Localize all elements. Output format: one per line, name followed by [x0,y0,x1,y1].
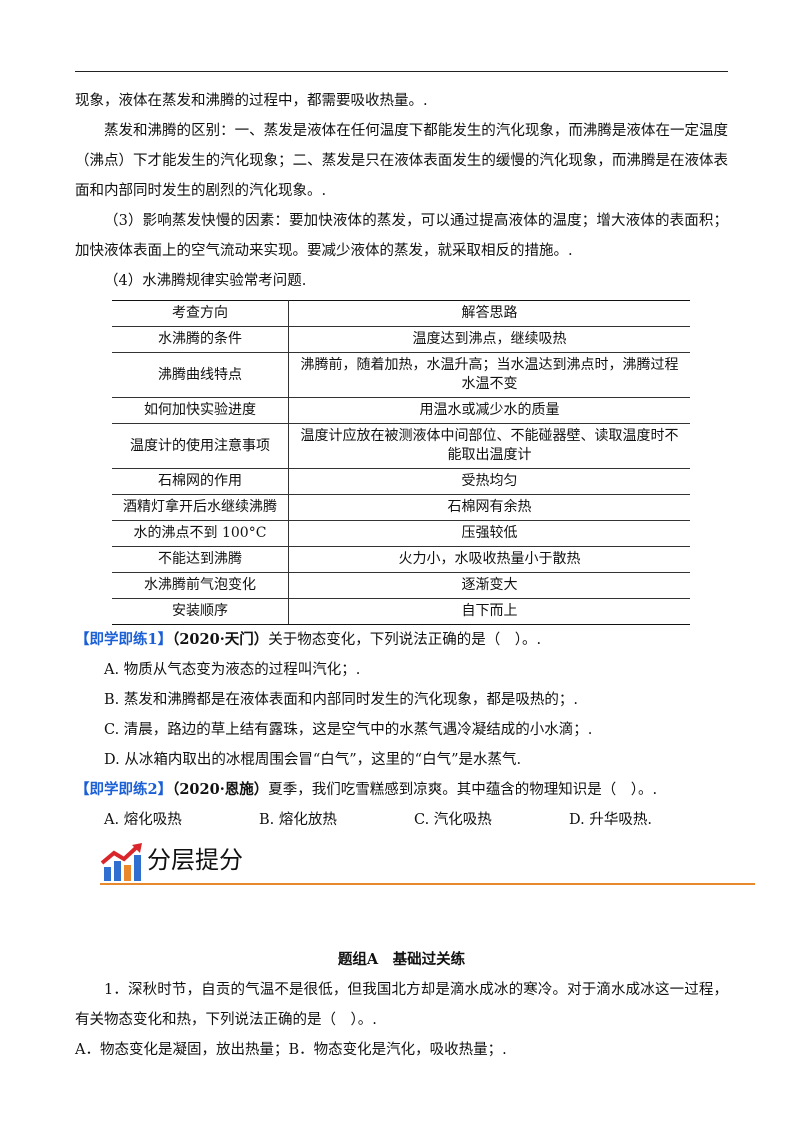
table-cell: 水沸腾的条件 [112,326,289,353]
option: D. 从冰箱内取出的冰棍周围会冒“白气”，这里的“白气”是水蒸气. [104,752,522,768]
question-options: A．物态变化是凝固，放出热量；B．物态变化是汽化，吸收热量；. [75,1042,507,1058]
option: B. 蒸发和沸腾都是在液体表面和内部同时发生的汽化现象，都是吸热的；. [104,692,578,708]
table-row: 安装顺序 自下而上 [112,598,690,625]
table-row: 水的沸点不到 100°C 压强较低 [112,520,690,547]
table-cell: 火力小，水吸收热量小于散热 [288,546,690,573]
paragraph: （3）影响蒸发快慢的因素：要加快液体的蒸发，可以通过提高液体的温度；增大液体的表… [75,213,728,259]
table-row: 石棉网的作用 受热均匀 [112,468,690,495]
paragraph: 蒸发和沸腾的区别：一、蒸发是液体在任何温度下都能发生的汽化现象，而沸腾是液体在一… [75,123,728,199]
banner-rule [100,883,755,885]
exercise-source: （2020·恩施） [172,781,269,798]
option: D. 升华吸热. [569,812,652,828]
table-cell: 石棉网有余热 [288,494,690,521]
table-row: 温度计的使用注意事项 温度计应放在被测液体中间部位、不能碰器壁、读取温度时不能取出… [112,423,690,469]
paragraph: 现象，液体在蒸发和沸腾的过程中，都需要吸收热量。. [75,93,428,109]
table-row: 酒精灯拿开后水继续沸腾 石棉网有余热 [112,494,690,521]
table-cell: 用温水或减少水的质量 [288,397,690,424]
header-cell: 考查方向 [112,300,289,327]
table-cell: 石棉网的作用 [112,468,289,495]
table-cell: 沸腾曲线特点 [112,352,289,398]
table-cell: 酒精灯拿开后水继续沸腾 [112,494,289,521]
option: B. 熔化放热 [259,812,337,828]
table-header: 考查方向 解答思路 [112,300,690,327]
table-row: 如何加快实验进度 用温水或减少水的质量 [112,397,690,424]
option: C. 汽化吸热 [414,812,492,828]
option: C. 清晨，路边的草上结有露珠，这是空气中的水蒸气遇冷凝结成的小水滴；. [104,722,593,738]
table-cell: 沸腾前，随着加热，水温升高；当水温达到沸点时，沸腾过程水温不变 [288,352,690,398]
exercise-source: （2020·天门） [172,631,269,648]
table-row: 水沸腾前气泡变化 逐渐变大 [112,572,690,599]
table-cell: 压强较低 [288,520,690,547]
table-row: 水沸腾的条件 温度达到沸点，继续吸热 [112,326,690,353]
table-row: 沸腾曲线特点 沸腾前，随着加热，水温升高；当水温达到沸点时，沸腾过程水温不变 [112,352,690,398]
header-rule [75,71,728,72]
exercise-text: 夏季，我们吃雪糕感到凉爽。其中蕴含的物理知识是（ ）。. [268,782,658,798]
exercise-stem: 【即学即练1】（2020·天门）关于物态变化，下列说法正确的是（ ）。. [75,625,728,655]
icon [100,843,142,881]
table-cell: 温度计的使用注意事项 [112,423,289,469]
table-cell: 受热均匀 [288,468,690,495]
exercise-label: 【即学即练2】 [75,781,173,798]
section-banner: 分层提分 [75,839,755,899]
table-cell: 逐渐变大 [288,572,690,599]
table: 考查方向 解答思路 水沸腾的条件 温度达到沸点，继续吸热 沸腾曲线特点 沸腾前，随着加热，… [112,300,690,625]
table-cell: 自下而上 [288,598,690,625]
table-row: 不能达到沸腾 火力小，水吸收热量小于散热 [112,546,690,573]
paragraph: （4）水沸腾规律实验常考问题. [104,273,307,289]
table-cell: 水沸腾前气泡变化 [112,572,289,599]
exercise-label: 【即学即练1】 [75,631,173,648]
table-cell: 不能达到沸腾 [112,546,289,573]
option: A. 物质从气态变为液态的过程叫汽化；. [104,662,361,678]
option: A. 熔化吸热 [104,812,182,828]
banner-title: 分层提分 [147,846,243,874]
content: 现象，液体在蒸发和沸腾的过程中，都需要吸收热量。. 蒸发和沸腾的区别：一、蒸发是… [75,86,755,1065]
group-title: 题组A 基础过关练 [337,951,466,968]
exercise-stem: 【即学即练2】（2020·恩施）夏季，我们吃雪糕感到凉爽。其中蕴含的物理知识是（… [75,775,728,805]
table-cell: 安装顺序 [112,598,289,625]
exercises: 【即学即练1】（2020·天门）关于物态变化，下列说法正确的是（ ）。. A. 物… [75,625,728,835]
table-cell: 温度达到沸点，继续吸热 [288,326,690,353]
header-cell: 解答思路 [288,300,690,327]
table-cell: 水的沸点不到 100°C [112,520,289,547]
table-cell: 如何加快实验进度 [112,397,289,424]
options-row: A. 熔化吸热 B. 熔化放热 C. 汽化吸热 D. 升华吸热. [75,805,728,835]
question: 1．深秋时节，自贡的气温不是很低，但我国北方却是滴水成冰的寒冷。对于滴水成冰这一… [75,982,728,1028]
exercise-text: 关于物态变化，下列说法正确的是（ ）。. [268,632,542,648]
table-cell: 温度计应放在被测液体中间部位、不能碰器壁、读取温度时不能取出温度计 [288,423,690,469]
